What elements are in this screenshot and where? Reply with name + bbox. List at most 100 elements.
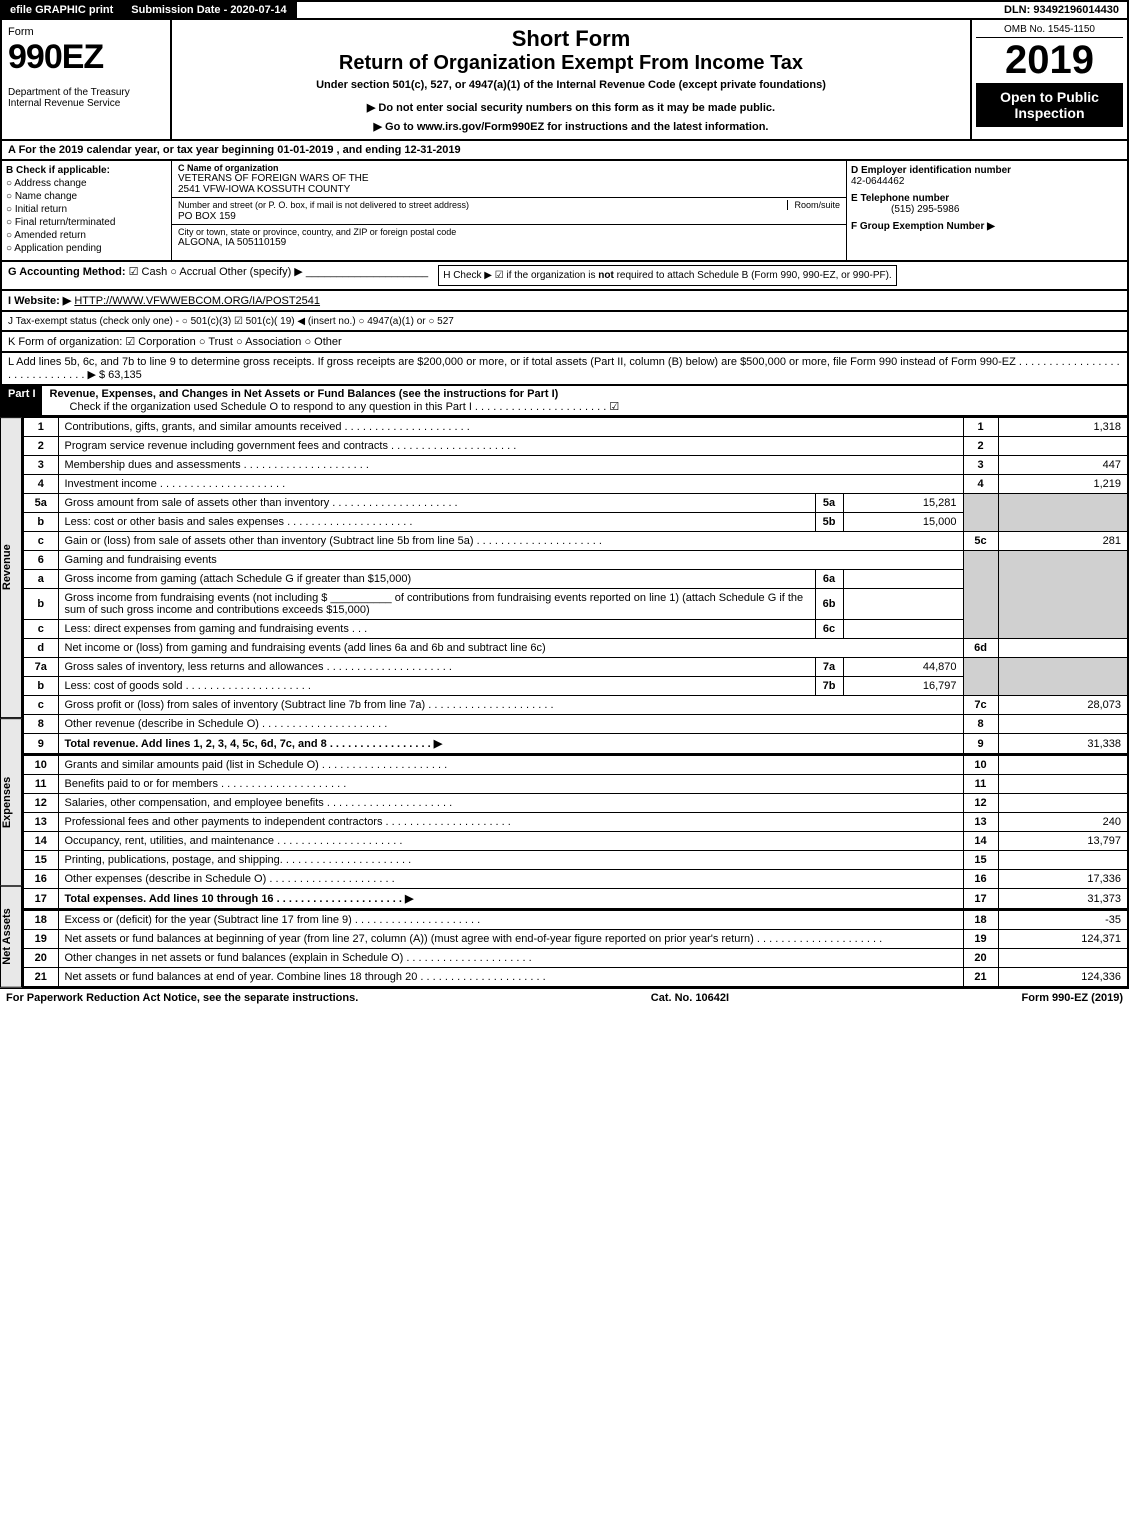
period-row: A For the 2019 calendar year, or tax yea… bbox=[0, 141, 1129, 161]
form-number: 990EZ bbox=[8, 38, 164, 77]
row-j: J Tax-exempt status (check only one) - ○… bbox=[0, 312, 1129, 332]
lines-table: 1Contributions, gifts, grants, and simil… bbox=[22, 417, 1129, 988]
line-1: 1Contributions, gifts, grants, and simil… bbox=[23, 418, 1128, 437]
part1-tag: Part I bbox=[2, 386, 42, 415]
line-11: 11Benefits paid to or for members11 bbox=[23, 775, 1128, 794]
tel-value: (515) 295-5986 bbox=[851, 204, 959, 215]
line-13: 13Professional fees and other payments t… bbox=[23, 813, 1128, 832]
line-2: 2Program service revenue including gover… bbox=[23, 437, 1128, 456]
line-7a: 7aGross sales of inventory, less returns… bbox=[23, 658, 1128, 677]
f-group-label: F Group Exemption Number ▶ bbox=[851, 221, 995, 232]
g-other[interactable]: Other (specify) ▶ ____________________ bbox=[219, 266, 428, 278]
form-id-block: Form 990EZ Department of the Treasury In… bbox=[2, 20, 172, 139]
omb-number: OMB No. 1545-1150 bbox=[976, 24, 1123, 38]
g-cash[interactable]: ☑ Cash bbox=[129, 266, 168, 278]
b-opt-name[interactable]: ○ Name change bbox=[6, 191, 167, 202]
efile-label: efile GRAPHIC print bbox=[2, 2, 123, 18]
goto-pre: ▶ Go to bbox=[374, 121, 417, 133]
irs-link[interactable]: www.irs.gov/Form990EZ bbox=[417, 121, 544, 133]
c-city-label: City or town, state or province, country… bbox=[178, 227, 840, 237]
line-7c: cGross profit or (loss) from sales of in… bbox=[23, 696, 1128, 715]
line-3: 3Membership dues and assessments3447 bbox=[23, 456, 1128, 475]
line-9: 9Total revenue. Add lines 1, 2, 3, 4, 5c… bbox=[23, 734, 1128, 755]
line-12: 12Salaries, other compensation, and empl… bbox=[23, 794, 1128, 813]
ein-value: 42-0644462 bbox=[851, 176, 904, 187]
h-not: not bbox=[598, 270, 614, 281]
line-16: 16Other expenses (describe in Schedule O… bbox=[23, 870, 1128, 889]
goto-note: ▶ Go to www.irs.gov/Form990EZ for instru… bbox=[176, 120, 966, 133]
form-header: Form 990EZ Department of the Treasury In… bbox=[0, 20, 1129, 141]
g-label: G Accounting Method: bbox=[8, 266, 126, 278]
ssn-note: ▶ Do not enter social security numbers o… bbox=[176, 101, 966, 114]
part1-header-row: Part I Revenue, Expenses, and Changes in… bbox=[0, 386, 1129, 417]
section-c: C Name of organization VETERANS OF FOREI… bbox=[172, 161, 847, 260]
line-6c: cLess: direct expenses from gaming and f… bbox=[23, 620, 1128, 639]
line-14: 14Occupancy, rent, utilities, and mainte… bbox=[23, 832, 1128, 851]
line-5b: bLess: cost or other basis and sales exp… bbox=[23, 513, 1128, 532]
b-title: B Check if applicable: bbox=[6, 165, 167, 176]
h-label: H Check ▶ ☑ if the organization is bbox=[443, 270, 598, 281]
row-i: I Website: ▶ HTTP://WWW.VFWWEBCOM.ORG/IA… bbox=[0, 291, 1129, 312]
period-begin: 01-01-2019 bbox=[277, 144, 333, 156]
page-footer: For Paperwork Reduction Act Notice, see … bbox=[0, 988, 1129, 1007]
org-name-2: 2541 VFW-IOWA KOSSUTH COUNTY bbox=[178, 184, 840, 195]
line-6: 6Gaming and fundraising events bbox=[23, 551, 1128, 570]
identity-block: B Check if applicable: ○ Address change … bbox=[0, 161, 1129, 262]
line-10: 10Grants and similar amounts paid (list … bbox=[23, 755, 1128, 775]
row-g-h: G Accounting Method: ☑ Cash ○ Accrual Ot… bbox=[0, 262, 1129, 291]
goto-post: for instructions and the latest informat… bbox=[544, 121, 768, 133]
subtitle: Under section 501(c), 527, or 4947(a)(1)… bbox=[176, 79, 966, 91]
dept-label: Department of the Treasury Internal Reve… bbox=[8, 87, 164, 109]
k-label: K Form of organization: ☑ Corporation ○ … bbox=[8, 336, 342, 348]
h-rest: required to attach Schedule B (Form 990,… bbox=[614, 270, 892, 281]
c-city-row: City or town, state or province, country… bbox=[172, 225, 846, 250]
line-15: 15Printing, publications, postage, and s… bbox=[23, 851, 1128, 870]
b-opt-final[interactable]: ○ Final return/terminated bbox=[6, 217, 167, 228]
period-end: 12-31-2019 bbox=[404, 144, 460, 156]
top-bar: efile GRAPHIC print Submission Date - 20… bbox=[0, 0, 1129, 20]
b-opt-pending[interactable]: ○ Application pending bbox=[6, 243, 167, 254]
g-accrual[interactable]: ○ Accrual bbox=[170, 266, 216, 278]
line-7b: bLess: cost of goods sold7b16,797 bbox=[23, 677, 1128, 696]
form-ref: Form 990-EZ (2019) bbox=[1022, 992, 1123, 1004]
l-text: L Add lines 5b, 6c, and 7b to line 9 to … bbox=[8, 356, 1120, 381]
line-5a: 5aGross amount from sale of assets other… bbox=[23, 494, 1128, 513]
c-name-label: C Name of organization bbox=[178, 163, 840, 173]
line-5c: cGain or (loss) from sale of assets othe… bbox=[23, 532, 1128, 551]
submission-date: Submission Date - 2020-07-14 bbox=[123, 2, 296, 18]
row-k: K Form of organization: ☑ Corporation ○ … bbox=[0, 332, 1129, 353]
tax-year: 2019 bbox=[976, 38, 1123, 83]
b-opt-initial[interactable]: ○ Initial return bbox=[6, 204, 167, 215]
period-text-a: A For the 2019 calendar year, or tax yea… bbox=[8, 144, 277, 156]
line-6a: aGross income from gaming (attach Schedu… bbox=[23, 570, 1128, 589]
line-21: 21Net assets or fund balances at end of … bbox=[23, 968, 1128, 988]
dln: DLN: 93492196014430 bbox=[996, 2, 1127, 18]
org-name-1: VETERANS OF FOREIGN WARS OF THE bbox=[178, 173, 840, 184]
line-6b: bGross income from fundraising events (n… bbox=[23, 589, 1128, 620]
i-label: I Website: ▶ bbox=[8, 295, 71, 307]
form-word: Form bbox=[8, 26, 164, 38]
row-l: L Add lines 5b, 6c, and 7b to line 9 to … bbox=[0, 353, 1129, 386]
line-18: 18Excess or (deficit) for the year (Subt… bbox=[23, 910, 1128, 930]
b-opt-address[interactable]: ○ Address change bbox=[6, 178, 167, 189]
year-block: OMB No. 1545-1150 2019 Open to Public In… bbox=[972, 20, 1127, 139]
website-link[interactable]: HTTP://WWW.VFWWEBCOM.ORG/IA/POST2541 bbox=[74, 295, 320, 307]
line-6d: dNet income or (loss) from gaming and fu… bbox=[23, 639, 1128, 658]
pra-notice: For Paperwork Reduction Act Notice, see … bbox=[6, 992, 358, 1004]
line-4: 4Investment income41,219 bbox=[23, 475, 1128, 494]
org-city: ALGONA, IA 505110159 bbox=[178, 237, 840, 248]
section-b: B Check if applicable: ○ Address change … bbox=[2, 161, 172, 260]
d-ein-label: D Employer identification number bbox=[851, 165, 1011, 176]
section-def: D Employer identification number42-06444… bbox=[847, 161, 1127, 260]
room-label: Room/suite bbox=[787, 200, 840, 210]
part1-check: Check if the organization used Schedule … bbox=[50, 401, 620, 413]
main-title: Return of Organization Exempt From Incom… bbox=[176, 52, 966, 75]
part1-title: Revenue, Expenses, and Changes in Net As… bbox=[50, 388, 559, 400]
open-to-public: Open to Public Inspection bbox=[976, 83, 1123, 127]
b-opt-amended[interactable]: ○ Amended return bbox=[6, 230, 167, 241]
c-addr-row: Number and street (or P. O. box, if mail… bbox=[172, 198, 846, 225]
e-tel-label: E Telephone number bbox=[851, 193, 949, 204]
side-revenue: Revenue bbox=[0, 417, 22, 718]
line-19: 19Net assets or fund balances at beginni… bbox=[23, 930, 1128, 949]
org-address: PO BOX 159 bbox=[178, 211, 840, 222]
